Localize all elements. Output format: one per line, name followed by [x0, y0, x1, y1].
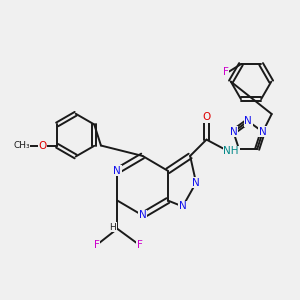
- Text: F: F: [223, 67, 228, 76]
- Text: N: N: [179, 202, 187, 212]
- Text: N: N: [230, 127, 237, 137]
- Text: O: O: [202, 112, 211, 122]
- Text: N: N: [259, 127, 267, 137]
- Text: N: N: [192, 178, 200, 188]
- Text: N: N: [113, 166, 121, 176]
- Text: NH: NH: [224, 146, 239, 157]
- Text: O: O: [38, 141, 46, 151]
- Text: F: F: [137, 240, 142, 250]
- Text: N: N: [139, 210, 146, 220]
- Text: CH₃: CH₃: [13, 141, 30, 150]
- Text: H: H: [110, 223, 116, 232]
- Text: F: F: [94, 240, 99, 250]
- Text: N: N: [244, 116, 252, 126]
